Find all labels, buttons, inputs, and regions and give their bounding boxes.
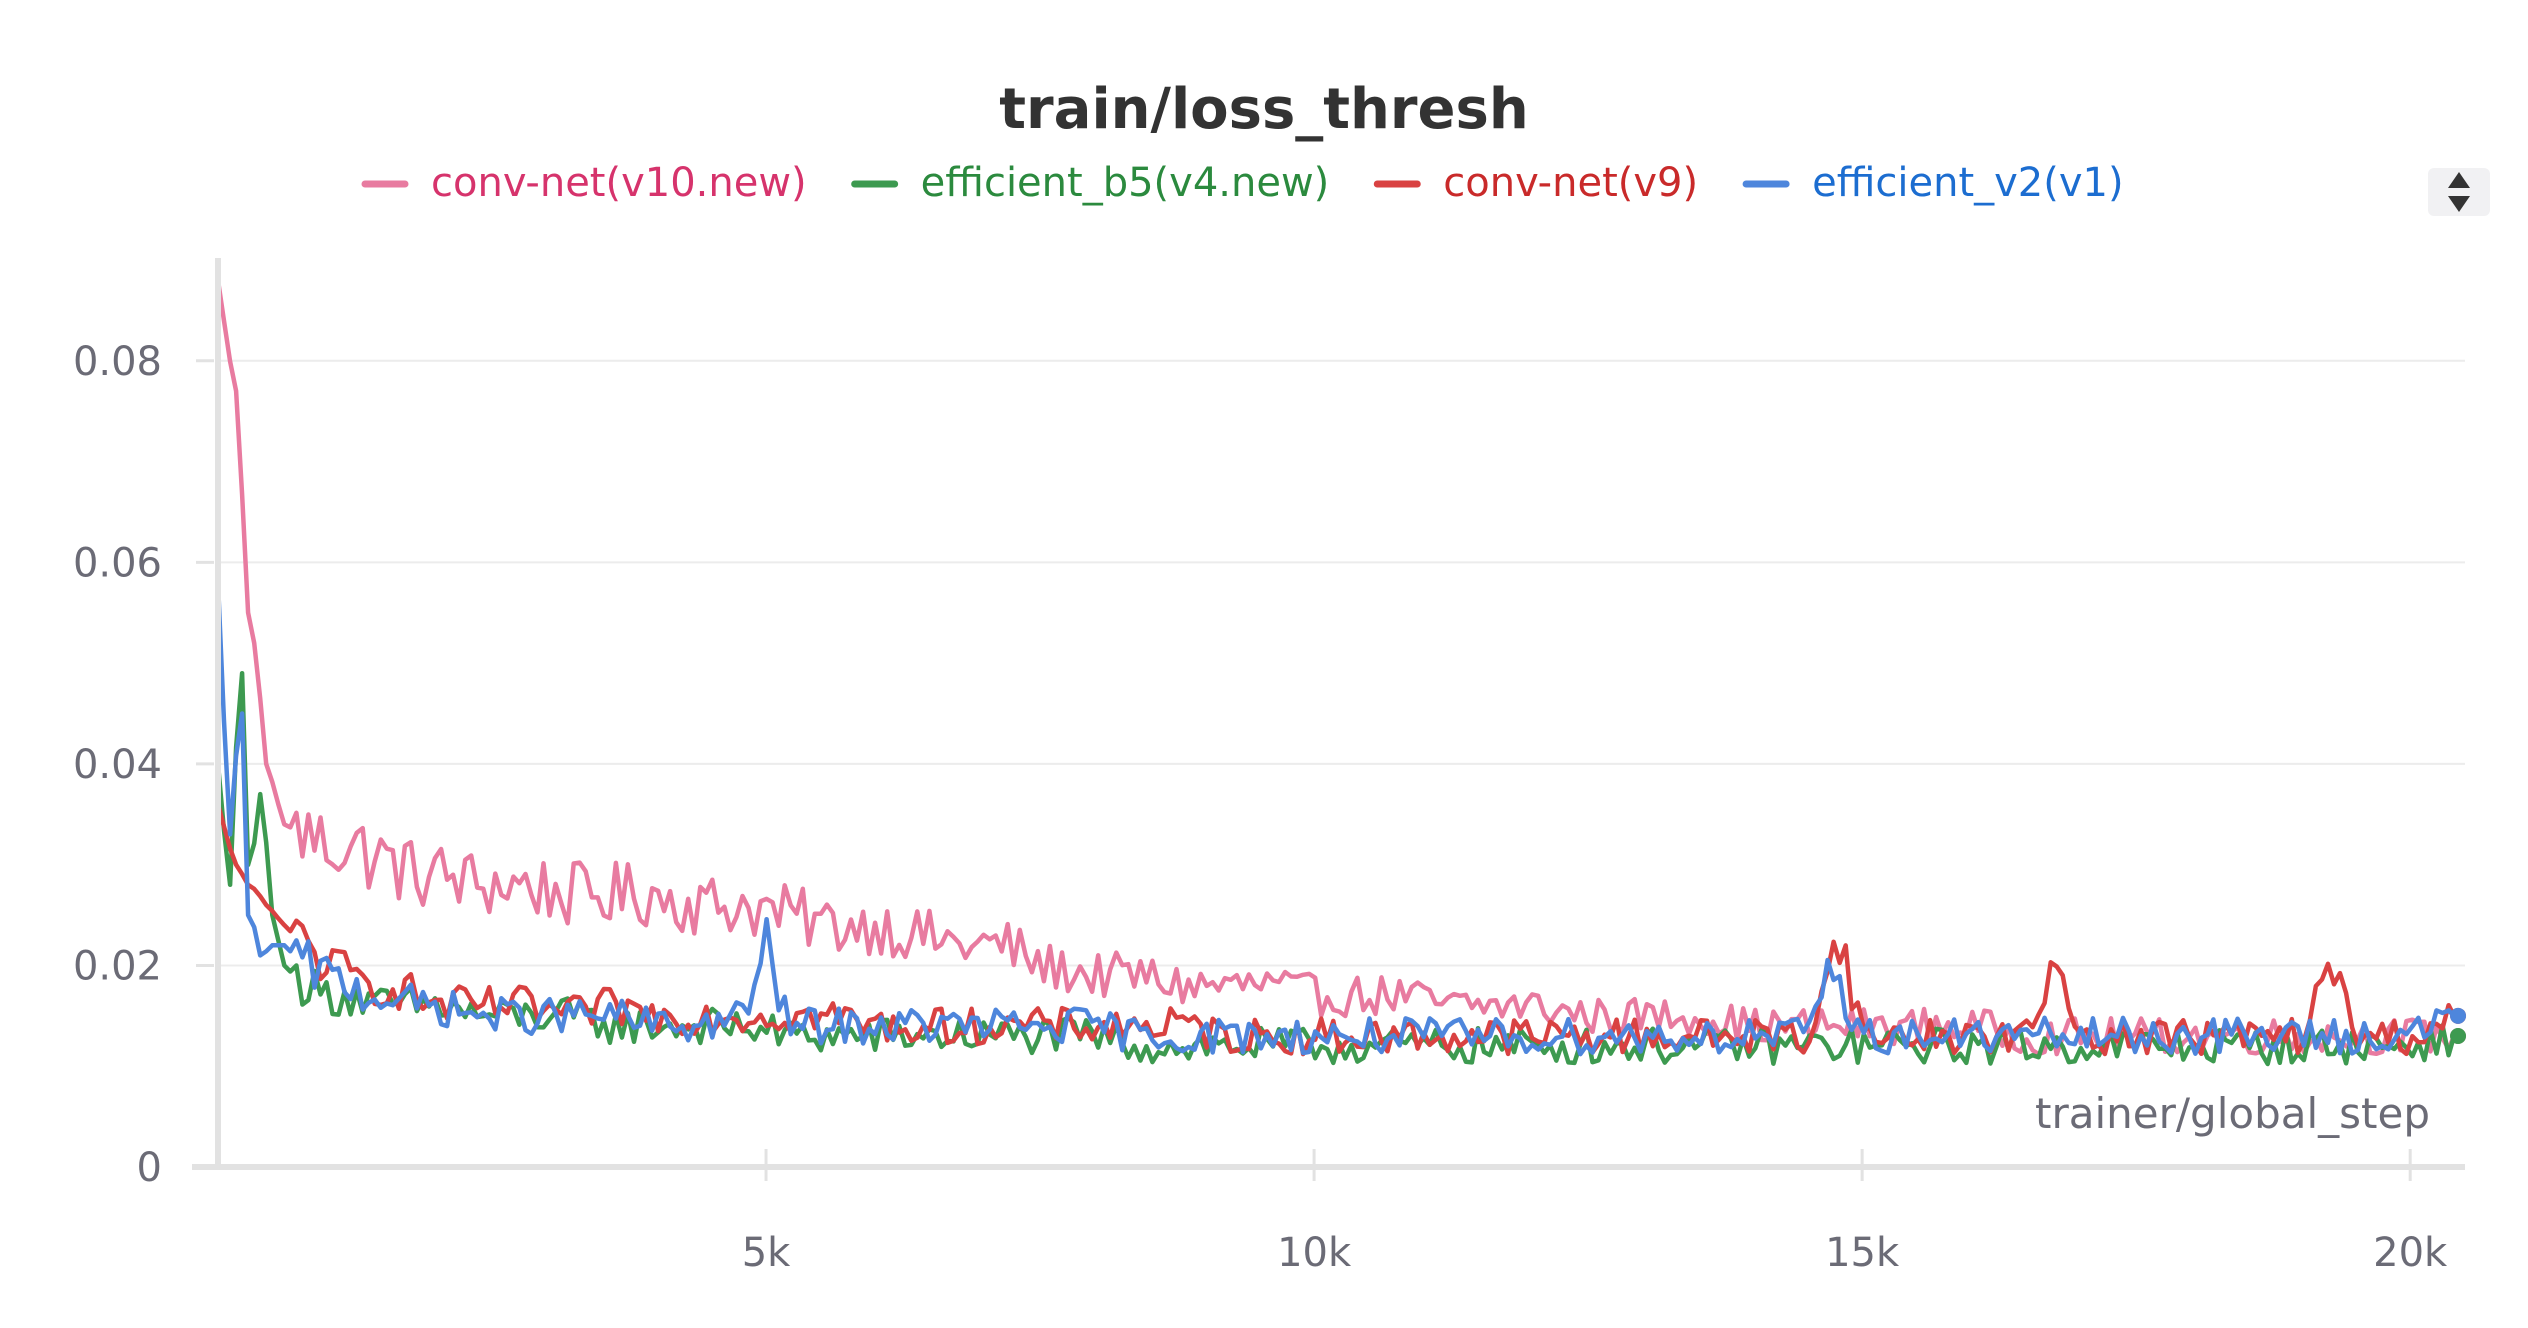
- legend-label: efficient_v2(v1): [1812, 160, 2123, 206]
- legend: conv-net(v10.new) efficient_b5(v4.new) con…: [361, 160, 2124, 206]
- series-layer: [215, 277, 2467, 1067]
- y-tick-label: 0.06: [73, 540, 162, 586]
- chart-title: train/loss_thresh: [999, 77, 1528, 142]
- x-tick-label: 5k: [742, 1230, 791, 1276]
- y-tick-label: 0.02: [73, 943, 162, 989]
- series-line-1: [215, 277, 2457, 1057]
- y-tick-label: 0: [137, 1145, 162, 1191]
- x-axis-label: trainer/global_step: [2035, 1089, 2430, 1138]
- legend-scroll-button[interactable]: [2428, 168, 2490, 216]
- legend-item[interactable]: conv-net(v9): [1373, 160, 1698, 206]
- grid: [218, 359, 2465, 967]
- y-tick-label: 0.08: [73, 339, 162, 385]
- x-tick-label: 10k: [1277, 1230, 1352, 1276]
- y-tick-label: 0.04: [73, 742, 162, 788]
- legend-scroll-control[interactable]: [2428, 168, 2490, 216]
- x-tick-label: 15k: [1825, 1230, 1900, 1276]
- series-endpoint-marker: [2450, 1027, 2467, 1044]
- x-tick-label: 20k: [2373, 1230, 2448, 1276]
- legend-label: efficient_b5(v4.new): [921, 160, 1330, 206]
- series-endpoint-marker: [2450, 1007, 2467, 1024]
- series-line-2: [215, 670, 2457, 1067]
- legend-label: conv-net(v10.new): [431, 160, 807, 206]
- sort-up-down-icon[interactable]: [2448, 172, 2470, 212]
- legend-label: conv-net(v9): [1443, 160, 1698, 206]
- legend-item[interactable]: conv-net(v10.new): [361, 160, 807, 206]
- legend-item[interactable]: efficient_v2(v1): [1742, 160, 2124, 206]
- axes: 0 0.02 0.04 0.06 0.08 5k 10k 15k 20k: [73, 258, 2465, 1276]
- series-line-4: [215, 580, 2457, 1057]
- legend-item[interactable]: efficient_b5(v4.new): [851, 160, 1330, 206]
